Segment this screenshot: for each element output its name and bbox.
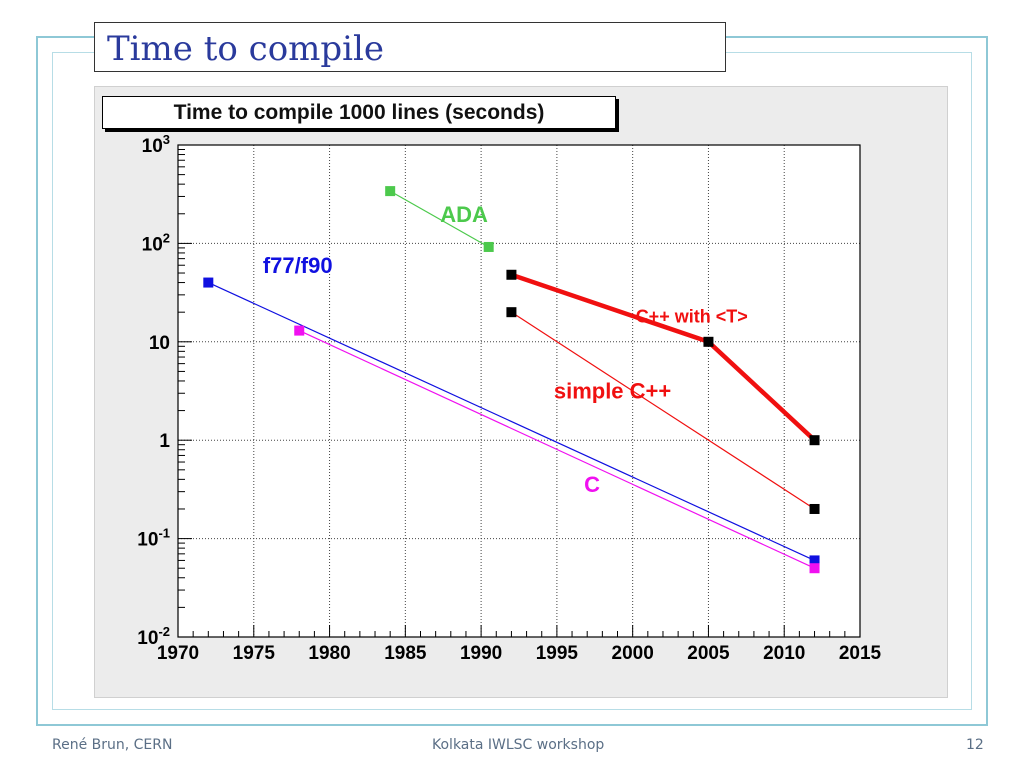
footer-event: Kolkata IWLSC workshop: [432, 737, 605, 753]
series-line-c: [298, 330, 815, 569]
x-tick-label: 2010: [763, 643, 805, 664]
x-tick-label: 2005: [687, 643, 730, 664]
x-tick-label: 1990: [460, 643, 502, 664]
data-point-marker: [809, 503, 820, 514]
chart-title-box: Time to compile 1000 lines (seconds): [102, 96, 616, 129]
series-label: C++ with <T>: [636, 306, 748, 326]
x-tick-label: 1970: [157, 643, 199, 664]
y-tick-label: 10-1: [137, 526, 170, 551]
data-point-marker: [385, 186, 396, 197]
x-tick-label: 1985: [384, 643, 427, 664]
series-label: ADA: [440, 202, 488, 227]
plot-frame: [177, 144, 861, 638]
plot-area: [178, 145, 860, 637]
chart-title: Time to compile 1000 lines (seconds): [173, 101, 545, 124]
x-tick-label: 2000: [612, 643, 654, 664]
y-tick-label: 10: [149, 333, 170, 354]
y-tick-label: 1: [159, 431, 170, 452]
series-label: f77/f90: [263, 253, 333, 278]
slide-title: Time to compile: [107, 29, 385, 69]
slide-title-box: Time to compile: [94, 22, 726, 72]
data-point-marker: [294, 325, 305, 336]
x-tick-label: 1975: [233, 643, 276, 664]
x-tick-label: 1980: [308, 643, 350, 664]
data-point-marker: [203, 277, 214, 288]
y-tick-label: 102: [142, 230, 170, 255]
footer-page-number: 12: [966, 737, 984, 753]
data-point-marker: [483, 241, 494, 252]
y-tick-label: 10-2: [137, 624, 170, 649]
footer-author: René Brun, CERN: [52, 737, 173, 753]
data-point-marker: [809, 435, 820, 446]
data-point-marker: [703, 336, 714, 347]
data-point-marker: [809, 555, 820, 566]
data-point-marker: [506, 269, 517, 280]
series-label: C: [584, 472, 600, 497]
data-point-marker: [809, 563, 820, 574]
x-tick-label: 1995: [536, 643, 579, 664]
data-point-marker: [506, 307, 517, 318]
series-line-simple-c-: [511, 311, 815, 510]
series-label: simple C++: [554, 378, 671, 403]
x-tick-label: 2015: [839, 643, 882, 664]
series-line-f77-f90: [208, 282, 815, 561]
series-line-ada: [389, 190, 489, 248]
y-tick-label: 103: [142, 132, 170, 157]
